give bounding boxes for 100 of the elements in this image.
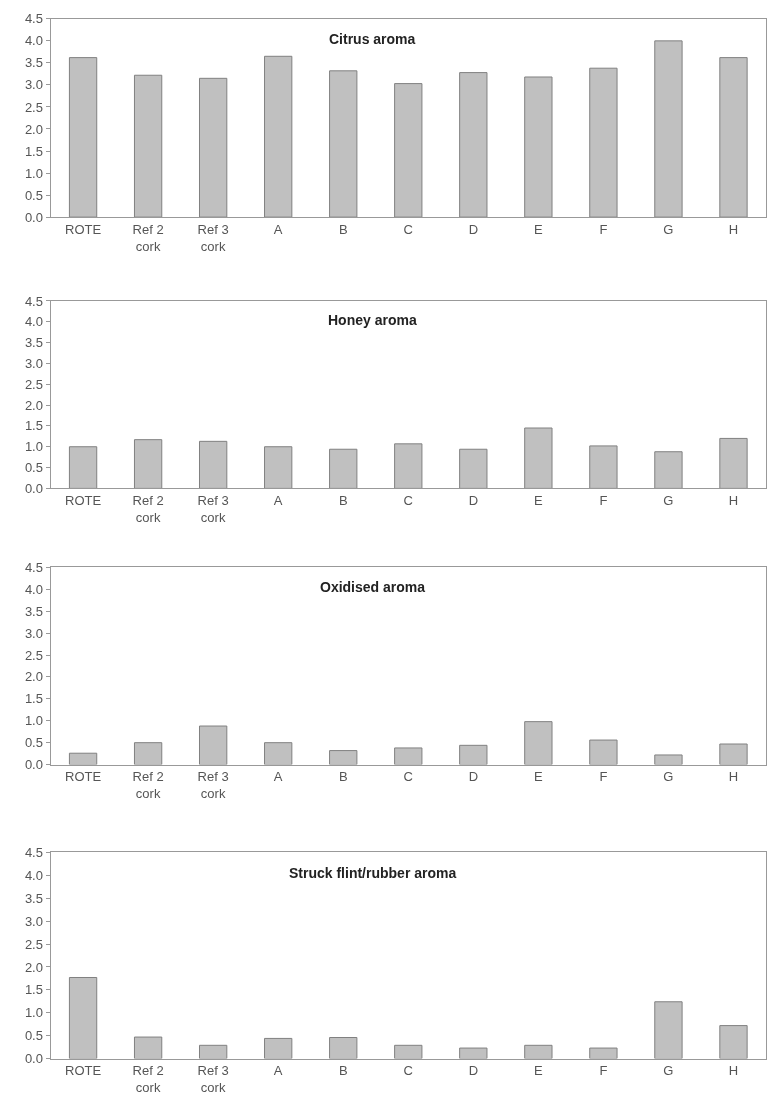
y-tick-label: 4.0 bbox=[24, 314, 43, 330]
bar bbox=[589, 739, 618, 765]
x-tick-label: A bbox=[273, 221, 283, 237]
text: Oxidised aroma bbox=[320, 579, 426, 595]
bar bbox=[589, 67, 618, 218]
y-tick-label: 1.5 bbox=[24, 982, 43, 998]
x-tick-label: Ref 2 cork bbox=[132, 1063, 164, 1096]
x-tick-label: C bbox=[403, 769, 413, 785]
bar bbox=[133, 439, 163, 489]
bar bbox=[68, 976, 98, 1059]
y-tick-label: 2.0 bbox=[24, 121, 43, 137]
x-tick-label: Ref 3 cork bbox=[197, 493, 229, 525]
bar bbox=[719, 743, 748, 765]
x-tick-label: G bbox=[663, 769, 674, 785]
y-tick-label: 4.5 bbox=[24, 11, 43, 27]
y-tick-label: 0.5 bbox=[24, 187, 43, 203]
y-tick-label: 1.0 bbox=[24, 713, 43, 729]
bar bbox=[459, 448, 488, 489]
y-tick-label: 1.5 bbox=[24, 143, 43, 159]
x-tick-label: F bbox=[599, 1063, 608, 1079]
x-tick-label: C bbox=[403, 493, 413, 508]
x-tick-label: Ref 3 cork bbox=[197, 769, 229, 802]
x-tick-label: F bbox=[599, 769, 608, 785]
y-tick-label: 0.0 bbox=[24, 480, 43, 496]
y-tick-label: 1.5 bbox=[24, 691, 43, 707]
text: Struck flint/rubber aroma bbox=[289, 865, 457, 881]
x-tick-label: G bbox=[663, 221, 674, 237]
x-tick-label: B bbox=[338, 769, 348, 785]
y-tick-label: 1.0 bbox=[24, 1005, 43, 1021]
bar bbox=[133, 742, 163, 765]
x-tick-label: A bbox=[273, 769, 283, 785]
bar bbox=[719, 437, 748, 489]
x-tick-label: H bbox=[728, 1063, 739, 1079]
y-tick-label: 1.5 bbox=[24, 418, 43, 434]
x-tick-label: Ref 2 cork bbox=[132, 769, 164, 802]
y-tick-label: 1.0 bbox=[24, 439, 43, 455]
bar bbox=[654, 451, 683, 489]
y-tick-label: 0.5 bbox=[24, 735, 43, 751]
bar bbox=[329, 750, 358, 765]
y-tick-label: 3.5 bbox=[24, 335, 43, 351]
y-tick-label: 4.0 bbox=[24, 867, 43, 883]
bar bbox=[199, 1044, 228, 1059]
y-tick-label: 2.5 bbox=[24, 99, 43, 115]
bar bbox=[394, 83, 423, 218]
x-tick-label: D bbox=[468, 221, 479, 237]
bar bbox=[264, 1037, 293, 1059]
y-tick-label: 0.5 bbox=[24, 460, 43, 476]
x-tick-label: F bbox=[599, 221, 608, 237]
bar bbox=[264, 742, 293, 765]
y-tick-label: 4.5 bbox=[24, 559, 43, 575]
y-tick-label: 1.0 bbox=[24, 165, 43, 181]
y-tick-label: 2.5 bbox=[24, 376, 43, 392]
bar bbox=[654, 1001, 683, 1059]
bar bbox=[459, 72, 488, 218]
x-tick-label: E bbox=[534, 221, 544, 237]
bar bbox=[329, 1037, 358, 1059]
x-tick-label: Ref 3 cork bbox=[197, 1063, 229, 1096]
x-tick-label: Ref 2 cork bbox=[132, 221, 164, 254]
bar bbox=[394, 443, 423, 489]
y-tick-label: 4.0 bbox=[24, 33, 43, 49]
x-tick-label: D bbox=[468, 1063, 479, 1079]
y-tick-label: 2.0 bbox=[24, 669, 43, 685]
y-tick-label: 3.0 bbox=[24, 625, 43, 641]
x-tick-label: A bbox=[273, 493, 283, 508]
bar bbox=[264, 446, 293, 489]
bar bbox=[394, 1044, 423, 1059]
x-tick-label: D bbox=[468, 493, 479, 508]
bar bbox=[133, 74, 163, 218]
x-tick-label: ROTE bbox=[65, 1063, 102, 1079]
y-tick-label: 3.0 bbox=[24, 356, 43, 371]
bar bbox=[524, 76, 553, 218]
bar bbox=[329, 448, 358, 489]
x-tick-label: B bbox=[338, 493, 348, 508]
bar bbox=[459, 744, 488, 765]
bar bbox=[394, 747, 423, 765]
text: Citrus aroma bbox=[329, 31, 416, 47]
y-tick-label: 2.0 bbox=[24, 959, 43, 975]
x-tick-label: ROTE bbox=[65, 493, 102, 508]
x-tick-label: H bbox=[728, 493, 739, 508]
y-tick-label: 4.0 bbox=[24, 581, 43, 597]
y-tick-label: 3.0 bbox=[24, 77, 43, 93]
bar bbox=[719, 1025, 748, 1059]
y-tick-label: 4.5 bbox=[24, 293, 43, 309]
x-tick-label: G bbox=[663, 493, 674, 508]
x-tick-label: E bbox=[534, 1063, 544, 1079]
bar bbox=[524, 427, 553, 489]
x-tick-label: H bbox=[728, 769, 739, 785]
x-tick-label: A bbox=[273, 1063, 283, 1079]
bar bbox=[589, 1047, 618, 1059]
y-tick-label: 3.5 bbox=[24, 603, 43, 619]
bar bbox=[589, 445, 618, 489]
bar bbox=[719, 57, 748, 218]
bar bbox=[329, 70, 358, 218]
bar bbox=[199, 77, 228, 218]
y-tick-label: 3.5 bbox=[24, 890, 43, 906]
bar bbox=[133, 1036, 163, 1059]
bar bbox=[199, 725, 228, 765]
y-tick-label: 0.0 bbox=[24, 209, 43, 225]
y-tick-label: 0.0 bbox=[24, 1051, 43, 1067]
bar bbox=[654, 40, 683, 218]
